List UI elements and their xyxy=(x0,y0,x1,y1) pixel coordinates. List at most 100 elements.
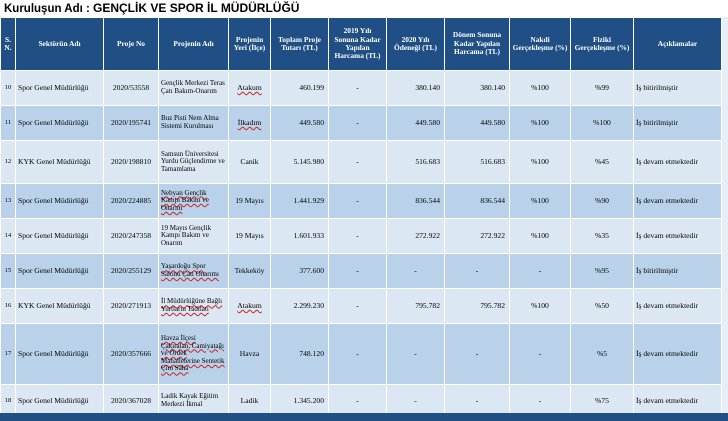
cell-location: Havza xyxy=(228,323,271,385)
cell-cash-realization: %100 xyxy=(509,105,571,141)
cell-sn: 15 xyxy=(0,253,16,289)
cell-notes: İş devam etmektedir xyxy=(633,323,722,385)
cell-period-spent: 272.922 xyxy=(444,218,510,254)
cell-physical-realization: %95 xyxy=(570,253,634,289)
cell-project-name: Nebyan Gençlik Kampı Bakım ve Onarım xyxy=(158,183,229,219)
cell-physical-realization: %35 xyxy=(570,218,634,254)
table-row: 11 Spor Genel Müdürlüğü 2020/195741 Buz … xyxy=(0,105,722,141)
cell-sector: Spor Genel Müdürlüğü xyxy=(15,384,104,418)
projects-table: S. N. Sektörün Adı Proje No Projenin Adı… xyxy=(0,17,722,418)
col-header-sn: S. N. xyxy=(0,17,16,71)
cell-project-no: 2020/224885 xyxy=(103,183,159,219)
cell-spent-2019: - xyxy=(328,105,387,141)
cell-cash-realization: %100 xyxy=(509,218,571,254)
cell-sector: Spor Genel Müdürlüğü xyxy=(15,70,104,106)
cell-sector: KYK Genel Müdürlüğü xyxy=(15,288,104,324)
col-header-location: Projenin Yeri (İlçe) xyxy=(228,17,271,71)
cell-project-name: Ladik Kayak Eğitim Merkezi İkmal xyxy=(158,384,229,418)
cell-sn: 12 xyxy=(0,140,16,184)
cell-location: 19 Mayıs xyxy=(228,183,271,219)
cell-notes: İş bitirilmiştir xyxy=(633,105,722,141)
cell-physical-realization: %45 xyxy=(570,140,634,184)
cell-period-spent: - xyxy=(444,323,510,385)
cell-notes: İş devam etmektedir xyxy=(633,140,722,184)
cell-spent-2019: - xyxy=(328,384,387,418)
cell-project-no: 2020/53558 xyxy=(103,70,159,106)
title-prefix: Kuruluşun Adı : xyxy=(4,3,94,15)
cell-project-name: İl Müdürlüğüne Bağlı Yurtların Tadilatı xyxy=(158,288,229,324)
col-header-physical-realization: Fiziki Gerçekleşme (%) xyxy=(570,17,634,71)
cell-project-name: Gençlik Merkezi Teras Çatı Bakım-Onarım xyxy=(158,70,229,106)
table-row: 14 Spor Genel Müdürlüğü 2020/247358 19 M… xyxy=(0,218,722,254)
cell-total: 377.600 xyxy=(270,253,329,289)
cell-notes: İş devam etmektedir xyxy=(633,218,722,254)
table-row: 12 KYK Genel Müdürlüğü 2020/198810 Samsu… xyxy=(0,140,722,184)
table-row: 18 Spor Genel Müdürlüğü 2020/367028 Ladi… xyxy=(0,384,722,418)
cell-project-name: Samsun Üniversitesi Yurdu Güçlendirme ve… xyxy=(158,140,229,184)
cell-cash-realization: - xyxy=(509,323,571,385)
cell-notes: İş bitirilmiştir xyxy=(633,253,722,289)
cell-physical-realization: %75 xyxy=(570,384,634,418)
cell-allocation-2020: 795.782 xyxy=(386,288,445,324)
cell-location: 19 Mayıs xyxy=(228,218,271,254)
cell-allocation-2020: 380.140 xyxy=(386,70,445,106)
cell-spent-2019: - xyxy=(328,140,387,184)
cell-project-name: Buz Pisti Nem Alma Sistemi Kurulması xyxy=(158,105,229,141)
cell-sn: 16 xyxy=(0,288,16,324)
cell-location: Canik xyxy=(228,140,271,184)
cell-total: 5.145.980 xyxy=(270,140,329,184)
cell-sn: 10 xyxy=(0,70,16,106)
cell-period-spent: - xyxy=(444,253,510,289)
cell-physical-realization: %100 xyxy=(570,105,634,141)
table-row: 17 Spor Genel Müdürlüğü 2020/357666 Havz… xyxy=(0,323,722,385)
cell-cash-realization: %100 xyxy=(509,70,571,106)
cell-project-no: 2020/195741 xyxy=(103,105,159,141)
cell-sector: Spor Genel Müdürlüğü xyxy=(15,253,104,289)
cell-total: 1.345.200 xyxy=(270,384,329,418)
cell-project-name: Havza İlçesi Çakıralan, Camiyatağı ve Ör… xyxy=(158,323,229,385)
cell-notes: İş bitirilmiştir xyxy=(633,70,722,106)
col-header-project-name: Projenin Adı xyxy=(158,17,229,71)
cell-sn: 11 xyxy=(0,105,16,141)
cell-period-spent: 516.683 xyxy=(444,140,510,184)
cell-total: 748.120 xyxy=(270,323,329,385)
table-row: 13 Spor Genel Müdürlüğü 2020/224885 Neby… xyxy=(0,183,722,219)
cell-sector: Spor Genel Müdürlüğü xyxy=(15,105,104,141)
cell-period-spent: 449.580 xyxy=(444,105,510,141)
col-header-notes: Açıklamalar xyxy=(633,17,722,71)
cell-total: 449.580 xyxy=(270,105,329,141)
cell-sn: 17 xyxy=(0,323,16,385)
cell-physical-realization: %5 xyxy=(570,323,634,385)
table-row: 10 Spor Genel Müdürlüğü 2020/53558 Gençl… xyxy=(0,70,722,106)
cell-allocation-2020: - xyxy=(386,384,445,418)
cell-cash-realization: %100 xyxy=(509,140,571,184)
cell-location: Atakum xyxy=(228,288,271,324)
cell-sector: KYK Genel Müdürlüğü xyxy=(15,140,104,184)
cell-notes: İş devam etmektedir xyxy=(633,288,722,324)
cell-location: Ladik xyxy=(228,384,271,418)
cell-sn: 14 xyxy=(0,218,16,254)
cell-sector: Spor Genel Müdürlüğü xyxy=(15,323,104,385)
col-header-sector: Sektörün Adı xyxy=(15,17,104,71)
header-row: S. N. Sektörün Adı Proje No Projenin Adı… xyxy=(0,17,722,71)
cell-project-name: 19 Mayıs Gençlik Kampı Bakım ve Onarım xyxy=(158,218,229,254)
cell-project-no: 2020/271913 xyxy=(103,288,159,324)
cell-physical-realization: %99 xyxy=(570,70,634,106)
cell-allocation-2020: 836.544 xyxy=(386,183,445,219)
cell-project-no: 2020/198810 xyxy=(103,140,159,184)
col-header-spent-2019: 2019 Yılı Sonuna Kadar Yapılan Harcama (… xyxy=(328,17,387,71)
cell-period-spent: 795.782 xyxy=(444,288,510,324)
cell-project-no: 2020/255129 xyxy=(103,253,159,289)
col-header-allocation-2020: 2020 Yılı Ödeneği (TL) xyxy=(386,17,445,71)
cell-allocation-2020: - xyxy=(386,323,445,385)
cell-location: Tekkeköy xyxy=(228,253,271,289)
cell-project-no: 2020/357666 xyxy=(103,323,159,385)
cell-notes: İş devam etmektedir xyxy=(633,183,722,219)
cell-sector: Spor Genel Müdürlüğü xyxy=(15,183,104,219)
table-row: 16 KYK Genel Müdürlüğü 2020/271913 İl Mü… xyxy=(0,288,722,324)
cell-spent-2019: - xyxy=(328,218,387,254)
cell-allocation-2020: 516.683 xyxy=(386,140,445,184)
cell-sector: Spor Genel Müdürlüğü xyxy=(15,218,104,254)
cell-notes: İş devam etmektedir xyxy=(633,384,722,418)
cell-total: 460.199 xyxy=(270,70,329,106)
